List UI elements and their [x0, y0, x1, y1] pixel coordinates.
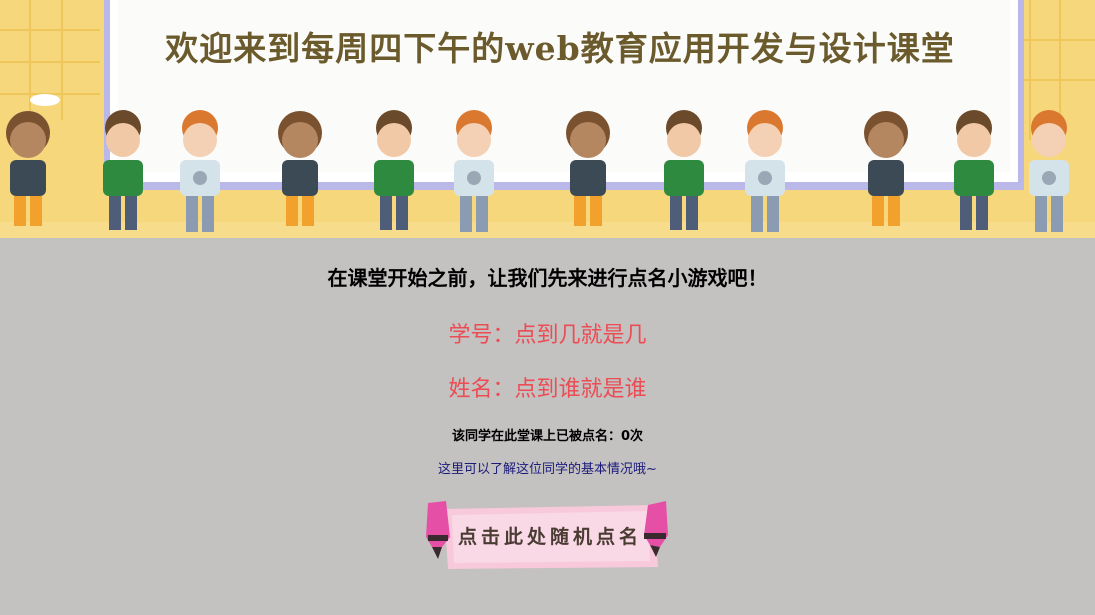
- student-name-text: 姓名：点到谁就是谁: [448, 377, 647, 402]
- marker-banner-graphic: [426, 501, 668, 569]
- random-roll-call-button[interactable]: 点击此处随机点名: [422, 501, 670, 571]
- intro-heading: 在课堂开始之前，让我们先来进行点名小游戏吧！: [327, 266, 768, 290]
- header-banner: 欢迎来到每周四下午的web教育应用开发与设计课堂: [0, 0, 1095, 238]
- roll-count-text: 该同学在此堂课上已被点名：0次: [451, 429, 644, 444]
- student-id-text: 学号：点到几就是几: [448, 323, 647, 348]
- student-info-link[interactable]: 这里可以了解这位同学的基本情况哦~: [438, 462, 657, 477]
- roll-button-label: 点击此处随机点名: [458, 526, 643, 548]
- banner-title: 欢迎来到每周四下午的web教育应用开发与设计课堂: [165, 29, 955, 68]
- banner-illustration: [0, 0, 1095, 238]
